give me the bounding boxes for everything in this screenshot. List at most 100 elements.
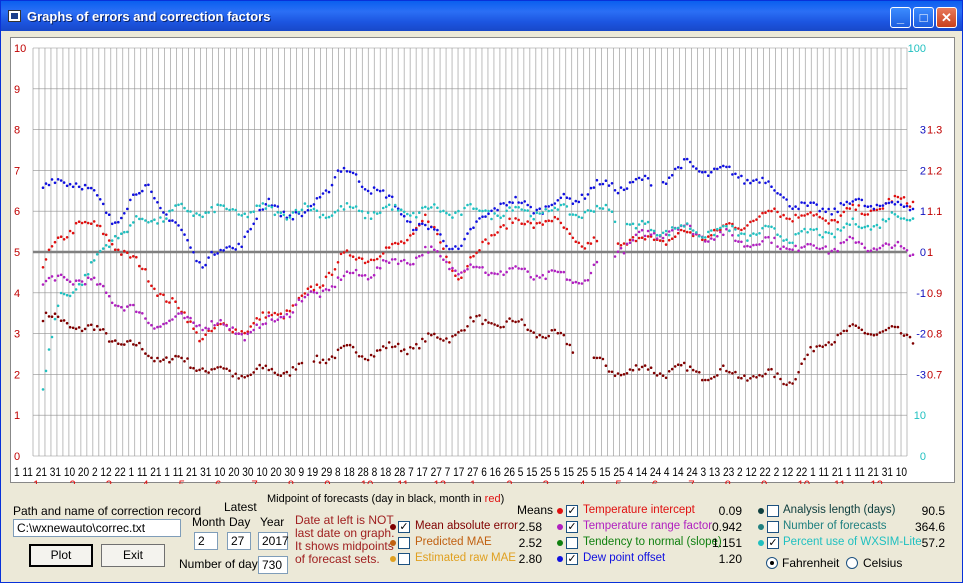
series-checkbox[interactable]: ✓ bbox=[566, 521, 578, 533]
intercept-point bbox=[454, 274, 457, 277]
pct-point bbox=[580, 216, 584, 220]
range-point bbox=[321, 289, 325, 293]
mae-point bbox=[225, 367, 228, 371]
mae-point bbox=[779, 377, 782, 381]
pct-point bbox=[62, 292, 66, 296]
intercept-point bbox=[529, 221, 532, 225]
mae-point bbox=[719, 368, 722, 371]
plot-button[interactable]: Plot bbox=[29, 544, 93, 567]
intercept-point bbox=[646, 235, 650, 238]
mae-point bbox=[276, 373, 280, 377]
range-point bbox=[110, 301, 114, 305]
range-point bbox=[562, 270, 566, 274]
range-point bbox=[737, 240, 740, 243]
intercept-point bbox=[424, 213, 427, 217]
pct-point bbox=[384, 205, 388, 208]
pct-point bbox=[848, 223, 852, 226]
intercept-point bbox=[535, 222, 538, 225]
series-checkbox[interactable] bbox=[767, 505, 779, 517]
dew-point bbox=[294, 210, 298, 214]
range-point bbox=[282, 315, 286, 319]
dew-point bbox=[469, 227, 472, 231]
range-point bbox=[875, 248, 879, 251]
close-button[interactable]: ✕ bbox=[936, 7, 957, 28]
series-checkbox[interactable] bbox=[398, 553, 410, 565]
series-checkbox[interactable] bbox=[566, 537, 578, 549]
intercept-point bbox=[427, 220, 430, 223]
range-point bbox=[357, 273, 361, 277]
mae-point bbox=[50, 315, 54, 319]
mae-point bbox=[53, 312, 57, 316]
range-point bbox=[788, 248, 791, 251]
range-point bbox=[273, 320, 277, 323]
series-checkbox[interactable]: ✓ bbox=[398, 521, 410, 533]
intercept-point bbox=[574, 240, 578, 243]
intercept-point bbox=[240, 330, 243, 333]
path-input[interactable]: C:\wxnewauto\correc.txt bbox=[13, 519, 181, 537]
pct-point bbox=[44, 369, 48, 373]
series-label: Predicted MAE bbox=[415, 536, 492, 548]
series-checkbox[interactable] bbox=[398, 537, 410, 549]
pct-point bbox=[321, 213, 325, 217]
series-checkbox[interactable]: ✓ bbox=[566, 553, 578, 565]
exit-button[interactable]: Exit bbox=[101, 544, 165, 567]
year-input[interactable]: 2017 bbox=[258, 532, 289, 550]
intercept-point bbox=[631, 236, 635, 239]
pct-point bbox=[183, 206, 186, 210]
month-input[interactable]: 2 bbox=[194, 532, 218, 550]
dew-point bbox=[866, 205, 870, 208]
num-days-input[interactable]: 730 bbox=[258, 556, 288, 574]
mae-point bbox=[598, 356, 602, 360]
pct-point bbox=[306, 205, 310, 208]
mae-point bbox=[201, 367, 204, 370]
dew-point bbox=[673, 167, 677, 171]
maximize-button[interactable]: □ bbox=[913, 7, 934, 28]
series-checkbox[interactable]: ✓ bbox=[767, 537, 779, 549]
title-bar[interactable]: Graphs of errors and correction factors … bbox=[1, 1, 962, 31]
pct-point bbox=[646, 220, 650, 224]
range-point bbox=[234, 332, 237, 336]
pct-point bbox=[514, 205, 517, 209]
mae-point bbox=[824, 343, 827, 347]
intercept-point bbox=[65, 236, 69, 239]
range-point bbox=[752, 243, 755, 247]
intercept-point bbox=[788, 217, 791, 221]
range-point bbox=[773, 236, 776, 240]
mae-point bbox=[409, 346, 412, 349]
intercept-point bbox=[860, 212, 864, 216]
range-point bbox=[92, 276, 96, 280]
minimize-button[interactable]: _ bbox=[890, 7, 911, 28]
dew-point bbox=[740, 174, 743, 178]
day-input[interactable]: 27 bbox=[227, 532, 251, 550]
mae-point bbox=[538, 333, 541, 337]
range-point bbox=[719, 230, 722, 234]
range-point bbox=[393, 258, 397, 261]
intercept-point bbox=[336, 261, 340, 264]
range-point bbox=[460, 271, 463, 274]
range-point bbox=[219, 318, 222, 322]
intercept-point bbox=[848, 207, 852, 210]
dew-point bbox=[761, 176, 764, 180]
fahrenheit-radio[interactable] bbox=[766, 557, 778, 569]
mae-point bbox=[177, 355, 180, 358]
range-point bbox=[41, 283, 45, 286]
error-graph: 10 9 8 7 6 5 4 3 2 1 0 100 3 1.3 2 1.2 1 1.1 0 1 -1 0.9 -2 0.8-… bbox=[10, 37, 955, 484]
intercept-point bbox=[243, 331, 246, 335]
dew-point bbox=[797, 207, 800, 211]
mae-point bbox=[526, 328, 529, 332]
series-checkbox[interactable] bbox=[767, 521, 779, 533]
dew-point bbox=[770, 185, 773, 188]
dew-point bbox=[65, 184, 69, 188]
celsius-radio[interactable] bbox=[846, 557, 858, 569]
pct-point bbox=[327, 215, 331, 219]
dew-point bbox=[824, 210, 827, 214]
range-point bbox=[797, 249, 800, 252]
pct-point bbox=[544, 208, 547, 211]
dew-point bbox=[327, 190, 331, 194]
mae-point bbox=[433, 332, 436, 336]
intercept-point bbox=[396, 242, 400, 245]
dew-point bbox=[279, 214, 283, 218]
intercept-point bbox=[201, 337, 204, 341]
series-checkbox[interactable]: ✓ bbox=[566, 505, 578, 517]
mae-point bbox=[797, 370, 800, 374]
